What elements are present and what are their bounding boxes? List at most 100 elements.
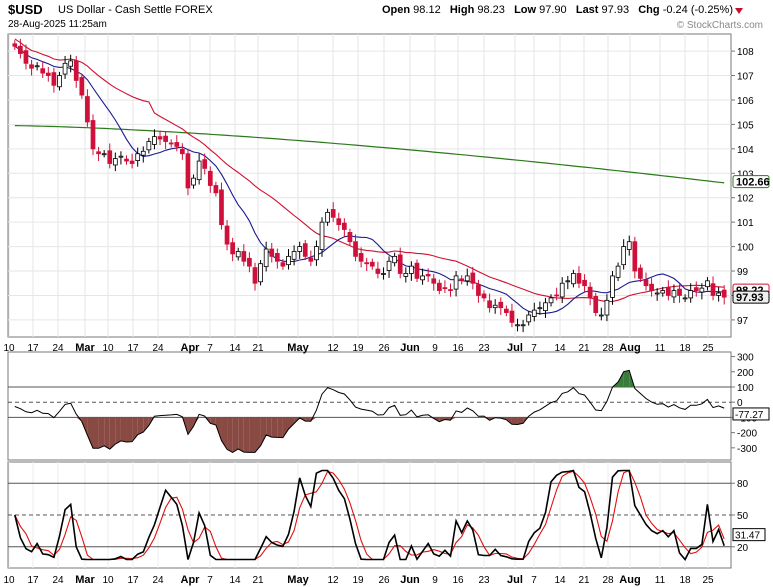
candle <box>403 273 409 277</box>
x-tick-label: 7 <box>531 343 537 354</box>
x-tick-label: Mar <box>75 342 95 354</box>
osc-oversold-fill <box>126 417 133 442</box>
candle <box>191 177 196 186</box>
candle <box>610 275 615 298</box>
stoch-y-tick-label: 80 <box>737 479 749 490</box>
x-tick-label: 24 <box>52 575 64 586</box>
x-tick-label: 7 <box>207 575 213 586</box>
candle <box>157 136 163 140</box>
osc-y-tick-label: 0 <box>737 398 743 409</box>
candle <box>531 309 537 317</box>
candle <box>699 287 705 293</box>
panel-frame-1 <box>7 33 732 338</box>
ma-long-line <box>14 125 725 184</box>
candle <box>135 153 141 161</box>
candle <box>509 310 515 323</box>
x-tick-label: 26 <box>378 343 390 354</box>
x-tick-label: 17 <box>27 343 39 354</box>
timestamp: 28-Aug-2025 11:25am <box>8 19 107 30</box>
x-tick-label: 24 <box>52 343 64 354</box>
candle <box>582 279 587 287</box>
candle <box>693 287 699 291</box>
low-value: 97.90 <box>539 4 567 16</box>
osc-oversold-fill <box>215 417 222 441</box>
osc-oversold-fill <box>288 417 295 430</box>
candle <box>537 307 543 310</box>
candle <box>152 136 157 145</box>
high-value: 98.23 <box>477 4 505 16</box>
osc-overbought-fill <box>623 370 630 387</box>
osc-oversold-fill <box>305 417 311 422</box>
candle <box>330 209 336 218</box>
candle <box>180 148 185 155</box>
x-tick-label: May <box>287 574 309 586</box>
open-label: Open <box>381 4 411 16</box>
candle <box>576 273 582 284</box>
osc-oversold-fill <box>104 417 110 450</box>
candle <box>554 294 559 297</box>
candle <box>643 279 649 287</box>
candle <box>140 150 146 156</box>
osc-oversold-fill <box>98 417 105 449</box>
candle <box>12 43 18 47</box>
osc-oversold-fill <box>511 417 518 425</box>
watermark: © StockCharts.com <box>676 20 763 31</box>
candle <box>571 273 576 285</box>
osc-oversold-fill <box>132 417 138 442</box>
stoch-line <box>14 469 725 561</box>
x-tick-label: 18 <box>679 343 691 354</box>
candle <box>62 62 68 75</box>
candle <box>325 211 330 223</box>
y-tick-label: 102 <box>737 194 754 205</box>
candle <box>665 287 671 296</box>
candle <box>347 232 353 243</box>
candle <box>397 254 403 274</box>
candle <box>476 284 481 296</box>
candle <box>548 297 554 304</box>
osc-oversold-fill <box>260 417 267 446</box>
high-label: High <box>449 4 475 16</box>
candle <box>286 255 291 266</box>
candle <box>682 297 688 300</box>
candle <box>129 160 135 164</box>
candle <box>626 241 632 250</box>
candle <box>85 96 90 123</box>
x-tick-label: 14 <box>229 575 241 586</box>
x-tick-label: 14 <box>554 343 566 354</box>
candle <box>721 289 727 298</box>
candle <box>18 45 23 54</box>
quote-summary: Open 98.12 High 98.23 Low 97.90 Last 97.… <box>382 4 733 16</box>
candle <box>409 265 414 274</box>
candle <box>263 248 269 268</box>
candle <box>621 246 627 266</box>
candle <box>654 292 660 295</box>
candle <box>638 267 643 279</box>
osc-oversold-fill <box>282 417 289 438</box>
candle <box>559 282 565 298</box>
candle <box>258 263 263 283</box>
candle <box>358 253 364 262</box>
candle <box>68 60 74 67</box>
candle <box>336 218 342 225</box>
candle <box>442 287 448 290</box>
x-tick-label: 19 <box>352 343 364 354</box>
osc-oversold-fill <box>92 417 99 449</box>
y-tick-label: 97 <box>737 316 749 327</box>
osc-oversold-fill <box>254 417 261 453</box>
x-tick-label: 25 <box>702 343 714 354</box>
candle <box>481 293 487 299</box>
candle <box>235 251 241 258</box>
candle <box>280 262 286 267</box>
candle <box>498 301 504 309</box>
candle <box>453 275 459 290</box>
osc-oversold-fill <box>120 417 127 442</box>
x-tick-label: 11 <box>655 575 666 586</box>
change-value: -0.24 (-0.25%) <box>662 4 733 16</box>
low-label: Low <box>514 4 537 16</box>
x-tick-label: 9 <box>432 343 438 354</box>
candle <box>213 185 219 194</box>
osc-overbought-fill <box>618 371 624 387</box>
x-tick-label: 25 <box>702 575 714 586</box>
candle <box>51 72 57 86</box>
